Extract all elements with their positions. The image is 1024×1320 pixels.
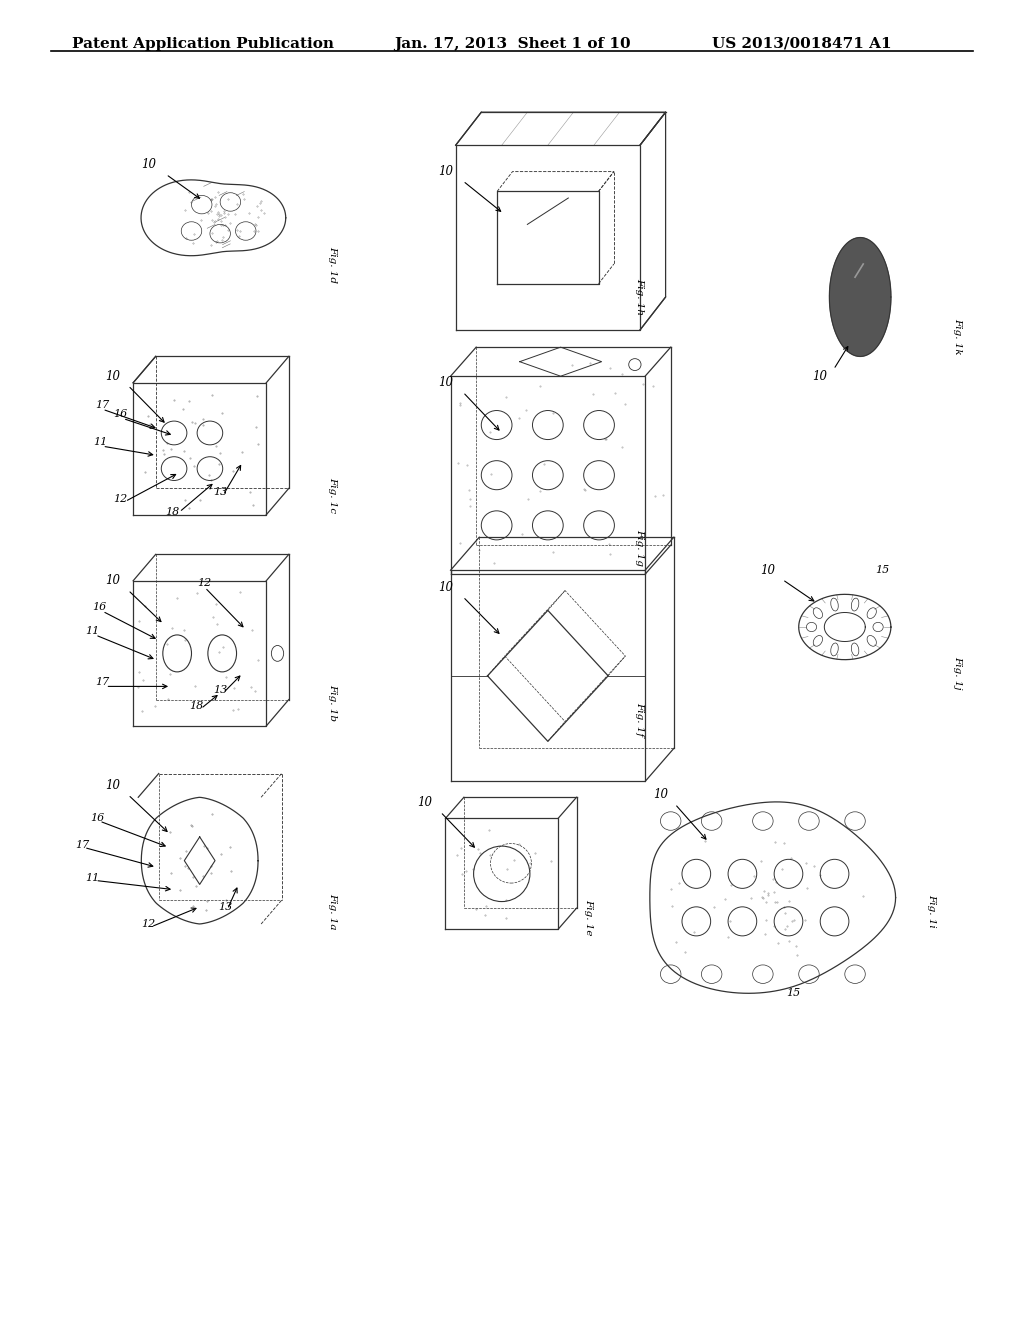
Text: 12: 12: [114, 494, 128, 504]
Text: 13: 13: [213, 685, 227, 696]
Text: 13: 13: [218, 902, 232, 912]
Text: 10: 10: [438, 376, 453, 389]
Text: 17: 17: [95, 677, 110, 688]
Text: Fig. 1e: Fig. 1e: [585, 899, 593, 936]
Text: Fig. 1j: Fig. 1j: [953, 656, 962, 690]
Text: Fig. 1h: Fig. 1h: [636, 279, 644, 315]
Text: 10: 10: [141, 158, 156, 172]
Text: 11: 11: [85, 873, 99, 883]
Text: Fig. 1g: Fig. 1g: [636, 529, 644, 566]
Text: Fig. 1b: Fig. 1b: [329, 684, 337, 721]
Text: Fig. 1k: Fig. 1k: [953, 318, 962, 355]
Text: 18: 18: [165, 507, 179, 517]
Text: 16: 16: [114, 409, 128, 420]
Text: 17: 17: [95, 400, 110, 411]
Text: Fig. 1c: Fig. 1c: [329, 477, 337, 513]
Text: 15: 15: [876, 565, 890, 576]
Text: 10: 10: [438, 581, 453, 594]
Text: 11: 11: [85, 626, 99, 636]
Text: 11: 11: [93, 437, 108, 447]
Text: 10: 10: [438, 165, 453, 178]
Text: 16: 16: [92, 602, 106, 612]
Text: 10: 10: [761, 564, 775, 577]
Text: 10: 10: [105, 779, 120, 792]
Text: 10: 10: [812, 370, 826, 383]
Text: 16: 16: [90, 813, 104, 824]
Text: 15: 15: [786, 987, 801, 998]
Text: Fig. 1i: Fig. 1i: [928, 894, 936, 928]
Text: Fig. 1d: Fig. 1d: [329, 246, 337, 282]
Text: 17: 17: [75, 840, 89, 850]
Text: 10: 10: [105, 370, 120, 383]
Text: Jan. 17, 2013  Sheet 1 of 10: Jan. 17, 2013 Sheet 1 of 10: [394, 37, 631, 51]
Text: Patent Application Publication: Patent Application Publication: [72, 37, 334, 51]
Text: 18: 18: [189, 701, 204, 711]
Text: Fig. 1a: Fig. 1a: [329, 892, 337, 929]
Text: 10: 10: [418, 796, 432, 809]
Text: 10: 10: [105, 574, 120, 587]
Text: 10: 10: [653, 788, 668, 801]
Text: US 2013/0018471 A1: US 2013/0018471 A1: [712, 37, 891, 51]
Text: 13: 13: [213, 487, 227, 498]
Polygon shape: [829, 238, 891, 356]
Text: 12: 12: [198, 578, 212, 589]
Text: 12: 12: [141, 919, 156, 929]
Text: Fig. 1f: Fig. 1f: [636, 702, 644, 737]
